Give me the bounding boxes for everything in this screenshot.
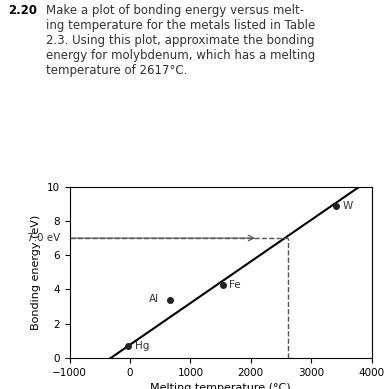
Text: W: W (343, 201, 353, 210)
Y-axis label: Bonding energy (eV): Bonding energy (eV) (31, 215, 41, 330)
Text: Al: Al (149, 294, 159, 304)
Text: 7.0 eV: 7.0 eV (27, 233, 61, 243)
Text: 2.20: 2.20 (8, 4, 37, 16)
X-axis label: Melting temperature (°C): Melting temperature (°C) (150, 383, 291, 389)
Text: Make a plot of bonding energy versus melt-
ing temperature for the metals listed: Make a plot of bonding energy versus mel… (46, 4, 316, 77)
Text: Fe: Fe (229, 280, 241, 290)
Text: Hg: Hg (135, 342, 149, 351)
